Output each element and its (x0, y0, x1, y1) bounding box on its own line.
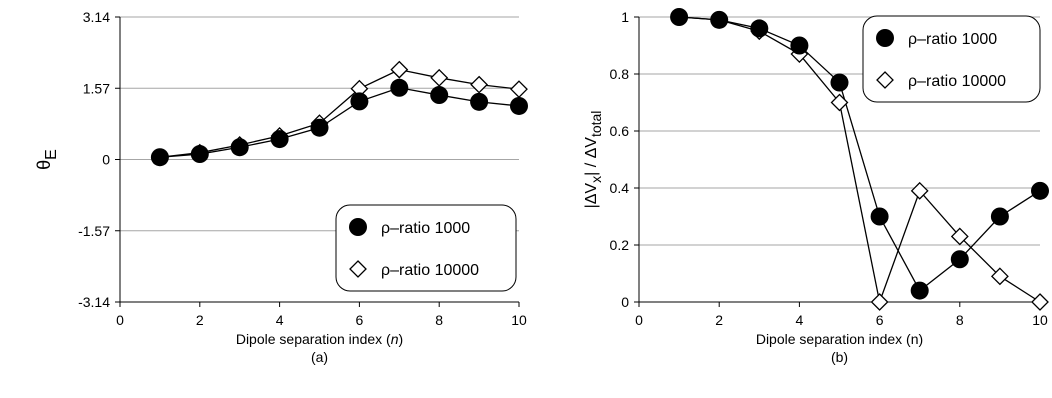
x-tick-label: 10 (1032, 312, 1048, 328)
data-point-rho-10000 (510, 80, 528, 99)
data-point-rho-1000 (830, 73, 849, 92)
x-tick-label: 2 (196, 312, 204, 328)
x-tick-label: 4 (796, 312, 804, 328)
x-tick-label: 8 (956, 312, 964, 328)
series-line-rho-1000 (159, 87, 520, 158)
data-point-rho-1000 (750, 19, 769, 38)
y-axis-label: θE (34, 149, 60, 170)
legend-box (335, 204, 517, 292)
y-tick-label: 1 (621, 9, 629, 25)
data-point-rho-1000 (310, 118, 329, 137)
y-tick-label: 0.8 (610, 66, 630, 82)
data-point-rho-1000 (150, 148, 169, 167)
legend-marker-rho-10000 (876, 71, 894, 89)
legend: ρ–ratio 1000 ρ–ratio 10000 (335, 204, 517, 292)
y-tick-label: 3.14 (83, 9, 110, 25)
x-axis-label-text: Dipole separation index ( (236, 331, 391, 347)
series-line-rho-1000 (679, 16, 1041, 292)
data-point-rho-10000 (430, 68, 449, 87)
data-point-rho-10000 (910, 181, 929, 200)
panel-label: (a) (311, 349, 328, 365)
y-axis-label-subscript: x (588, 176, 604, 183)
x-axis-label: Dipole separation index (n) (236, 331, 403, 347)
data-point-rho-1000 (230, 138, 249, 157)
y-axis-label-part: |ΔV (583, 183, 600, 209)
data-point-rho-1000 (350, 92, 369, 111)
y-tick-label: 0.2 (610, 237, 630, 253)
data-point-rho-10000 (1031, 293, 1049, 311)
series-line-rho-10000 (159, 68, 520, 158)
y-tick-label: 1.57 (83, 80, 110, 96)
data-point-rho-1000 (510, 96, 528, 115)
data-point-rho-1000 (390, 78, 409, 97)
y-tick-label: 0.4 (610, 180, 630, 196)
panel-a-chart: -3.14 -1.57 0 1.57 3.14 0 2 4 6 8 10 Dipole separat… (34, 9, 528, 365)
data-point-rho-1000 (430, 86, 449, 105)
x-tick-label: 6 (356, 312, 364, 328)
data-point-rho-10000 (990, 267, 1009, 286)
y-tick-label: -1.57 (78, 223, 110, 239)
y-axis-label: |ΔVx| / ΔVtotal (583, 111, 604, 209)
data-point-rho-10000 (390, 60, 409, 79)
y-axis-label-subscript: E (43, 149, 60, 160)
legend-label: ρ–ratio 1000 (908, 31, 997, 48)
series-line-rho-10000 (679, 16, 1041, 305)
x-tick-label: 10 (511, 312, 527, 328)
data-point-rho-1000 (270, 130, 289, 149)
data-point-rho-10000 (470, 75, 489, 94)
y-tick-label: 0 (102, 152, 110, 168)
data-point-rho-10000 (870, 293, 889, 311)
x-tick-label: 6 (876, 312, 884, 328)
y-tick-label: 0.6 (610, 123, 630, 139)
legend-label: ρ–ratio 10000 (908, 73, 1006, 90)
x-axis-label-variable: n (391, 331, 399, 347)
data-point-rho-1000 (1031, 181, 1049, 200)
data-point-rho-1000 (870, 207, 889, 226)
x-tick-label: 2 (715, 312, 723, 328)
legend-label: ρ–ratio 1000 (381, 220, 470, 237)
y-axis-label-subscript: total (588, 111, 604, 137)
legend-marker-rho-10000 (349, 260, 367, 278)
x-tick-label: 4 (276, 312, 284, 328)
legend-box (862, 15, 1041, 103)
legend: ρ–ratio 1000 ρ–ratio 10000 (862, 15, 1041, 103)
x-axis-label-suffix: ) (399, 331, 404, 347)
x-tick-label: 8 (435, 312, 443, 328)
data-point-rho-1000 (190, 145, 209, 164)
data-point-rho-1000 (710, 10, 729, 29)
data-point-rho-1000 (470, 92, 489, 111)
y-tick-label: -3.14 (78, 294, 110, 310)
x-axis-label: Dipole separation index (n) (756, 331, 923, 347)
data-point-rho-10000 (830, 93, 849, 112)
legend-marker-rho-1000 (349, 218, 367, 236)
data-point-rho-1000 (670, 8, 689, 26)
data-point-rho-1000 (990, 207, 1009, 226)
data-point-rho-1000 (950, 250, 969, 269)
y-axis-label-part: | / ΔV (583, 137, 600, 176)
y-tick-label: 0 (621, 294, 629, 310)
data-point-rho-10000 (950, 227, 969, 246)
legend-label: ρ–ratio 10000 (381, 262, 479, 279)
legend-marker-rho-1000 (876, 29, 894, 47)
x-tick-label: 0 (116, 312, 124, 328)
y-axis-label-symbol: θ (34, 160, 54, 170)
x-axis-label-text: Dipole separation index (n) (756, 331, 923, 347)
data-point-rho-1000 (790, 36, 809, 55)
x-tick-label: 0 (635, 312, 643, 328)
panel-label: (b) (831, 349, 848, 365)
data-point-rho-1000 (910, 281, 929, 300)
